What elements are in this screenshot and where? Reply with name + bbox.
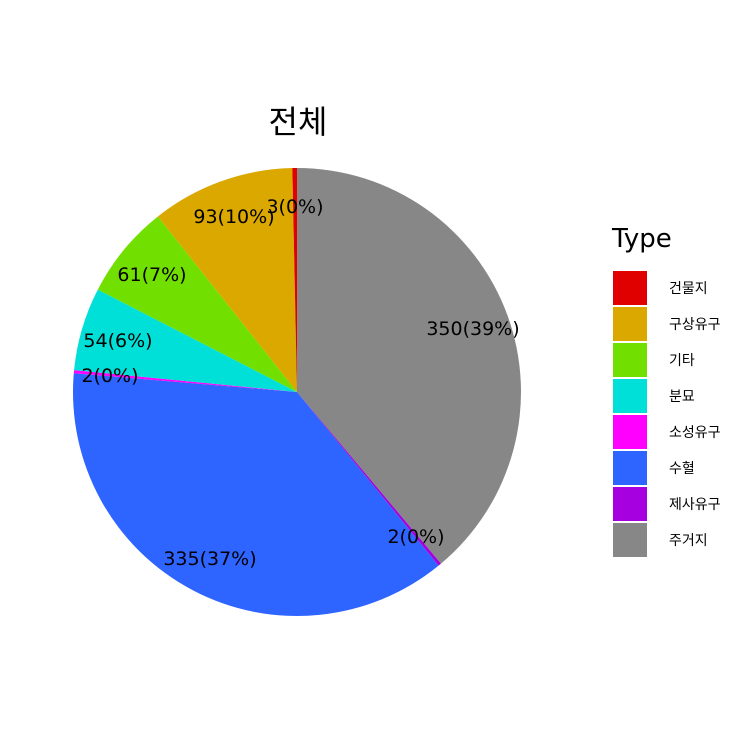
- legend-label: 소성유구: [669, 425, 721, 441]
- slice-label: 93(10%): [193, 206, 274, 228]
- legend-label: 기타: [669, 353, 695, 369]
- legend-label: 주거지: [669, 533, 708, 549]
- legend-label: 수혈: [669, 461, 695, 477]
- pie-slice-3: [73, 373, 439, 616]
- chart-title: 전체: [269, 103, 328, 141]
- legend-swatch: [613, 307, 647, 341]
- legend-swatch: [613, 523, 647, 557]
- legend-label: 건물지: [669, 281, 708, 297]
- pie-slice-7: [157, 168, 297, 392]
- pie-slice-6: [97, 216, 298, 392]
- slice-label: 350(39%): [426, 318, 519, 340]
- pie-slice-5: [74, 289, 297, 392]
- legend-label: 제사유구: [669, 497, 721, 513]
- legend-swatch: [613, 487, 647, 521]
- pie-slices: [73, 168, 521, 616]
- legend-swatch: [613, 271, 647, 305]
- legend-label: 구상유구: [669, 317, 721, 333]
- legend-swatch: [613, 451, 647, 485]
- slice-label: 3(0%): [266, 196, 323, 218]
- pie-slice-4: [73, 370, 297, 392]
- legend-title: Type: [611, 224, 672, 254]
- slice-label: 61(7%): [117, 264, 186, 286]
- pie-slice-8: [292, 168, 297, 392]
- pie-slice-labels: 350(39%) 2(0%) 335(37%) 2(0%) 54(6%) 61(7%) 93…: [81, 196, 519, 570]
- pie-slice-1: [297, 168, 521, 564]
- legend-label: 분묘: [669, 389, 695, 405]
- slice-label: 54(6%): [83, 330, 152, 352]
- slice-label: 2(0%): [387, 526, 444, 548]
- legend-swatch: [613, 343, 647, 377]
- legend-swatch: [613, 379, 647, 413]
- slice-label: 335(37%): [163, 548, 256, 570]
- pie-slice-2: [297, 392, 441, 566]
- legend-swatch: [613, 415, 647, 449]
- slice-label: 2(0%): [81, 365, 138, 387]
